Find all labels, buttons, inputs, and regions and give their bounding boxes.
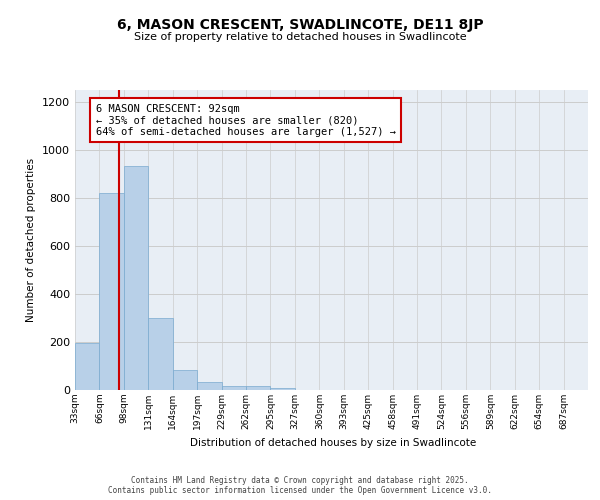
Bar [271, 388, 295, 390]
Text: Size of property relative to detached houses in Swadlincote: Size of property relative to detached ho… [134, 32, 466, 42]
Bar [124, 166, 148, 390]
Bar [148, 318, 173, 390]
Text: 6, MASON CRESCENT, SWADLINCOTE, DE11 8JP: 6, MASON CRESCENT, SWADLINCOTE, DE11 8JP [116, 18, 484, 32]
Text: Distribution of detached houses by size in Swadlincote: Distribution of detached houses by size … [190, 438, 476, 448]
Y-axis label: Number of detached properties: Number of detached properties [26, 158, 37, 322]
Text: 6 MASON CRESCENT: 92sqm
← 35% of detached houses are smaller (820)
64% of semi-d: 6 MASON CRESCENT: 92sqm ← 35% of detache… [95, 104, 395, 136]
Bar [75, 343, 100, 390]
Text: Contains HM Land Registry data © Crown copyright and database right 2025.
Contai: Contains HM Land Registry data © Crown c… [108, 476, 492, 495]
Bar [173, 370, 197, 390]
Bar [197, 382, 221, 390]
Bar [221, 386, 246, 390]
Bar [246, 386, 271, 390]
Bar [100, 193, 124, 390]
